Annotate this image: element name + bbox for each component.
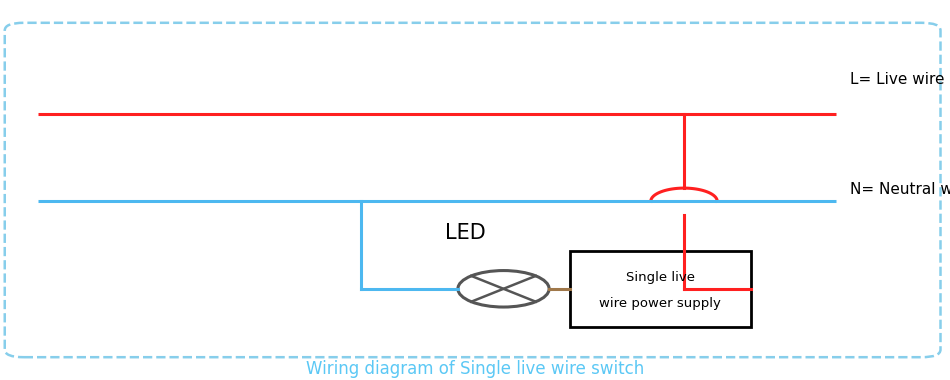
Text: L= Live wire: L= Live wire: [850, 72, 944, 87]
Text: Single live: Single live: [626, 271, 694, 284]
Text: LED: LED: [446, 223, 485, 242]
FancyBboxPatch shape: [570, 251, 750, 327]
Text: wire power supply: wire power supply: [599, 298, 721, 310]
Text: Wiring diagram of Single live wire switch: Wiring diagram of Single live wire switc…: [306, 360, 644, 378]
Text: N= Neutral wire: N= Neutral wire: [850, 182, 950, 198]
